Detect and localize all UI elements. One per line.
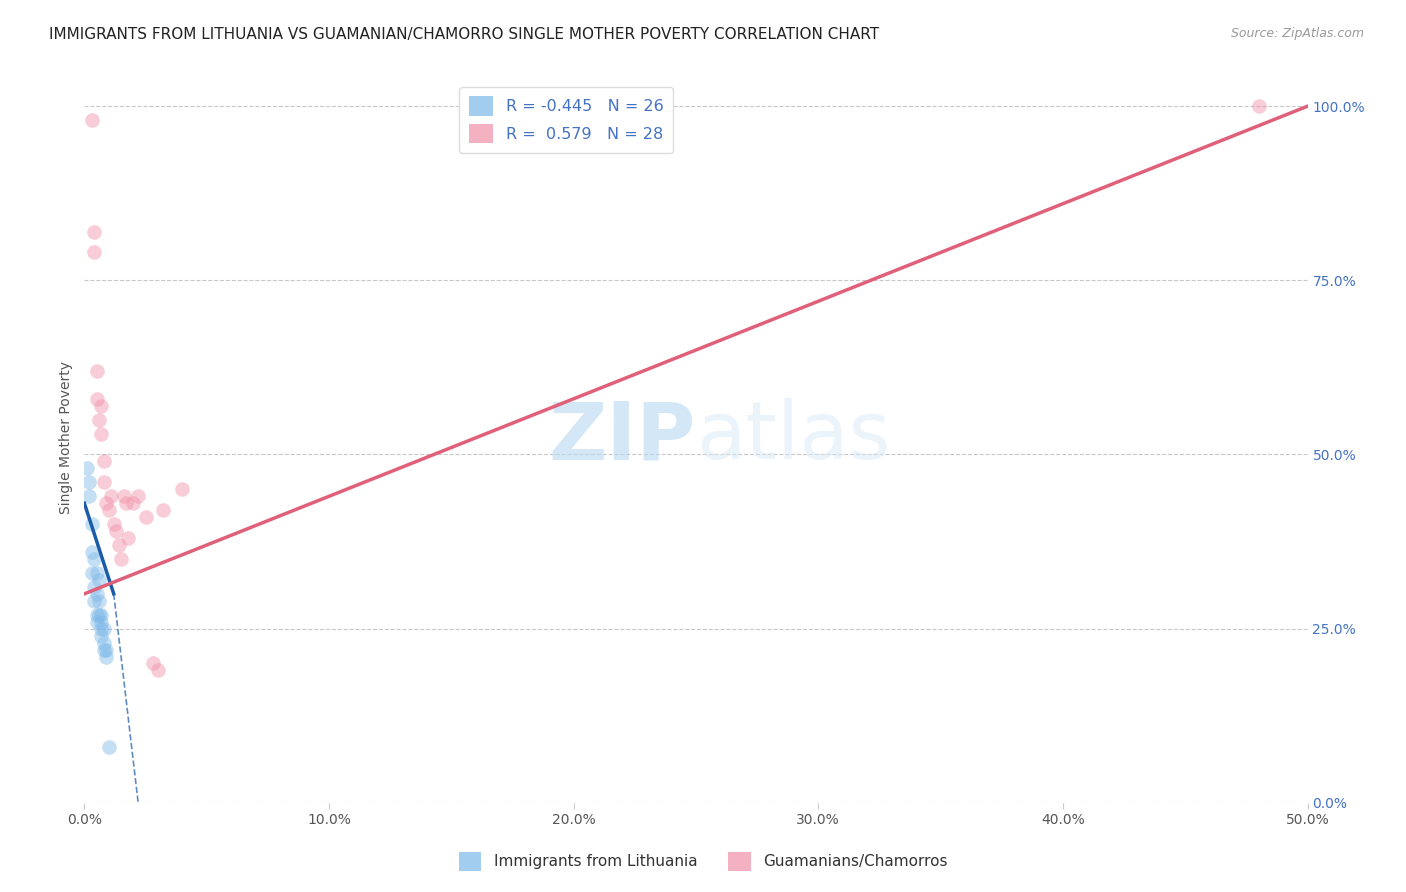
Point [152, 503, 174, 517]
Text: Source: ZipAtlas.com: Source: ZipAtlas.com [1230, 27, 1364, 40]
Point [83, 552, 105, 566]
Point [107, 538, 129, 552]
Point [135, 510, 157, 524]
Point [77, 489, 100, 503]
Point [93, 622, 115, 636]
Point [1247, 99, 1270, 113]
Point [93, 635, 115, 649]
Legend: Immigrants from Lithuania, Guamanians/Chamorros: Immigrants from Lithuania, Guamanians/Ch… [450, 843, 956, 880]
Point [80, 517, 103, 532]
Point [80, 545, 103, 559]
Point [112, 489, 135, 503]
Point [87, 412, 110, 426]
Point [105, 524, 128, 538]
Point [97, 503, 120, 517]
Point [117, 531, 139, 545]
Point [96, 649, 118, 664]
Point [172, 483, 194, 497]
Text: ZIP: ZIP [548, 398, 696, 476]
Point [90, 399, 112, 413]
Point [97, 740, 120, 755]
Point [90, 629, 112, 643]
Point [90, 607, 112, 622]
Point [83, 594, 105, 608]
Point [83, 580, 105, 594]
Point [110, 552, 132, 566]
Point [93, 642, 115, 657]
Point [86, 364, 108, 378]
Point [87, 607, 110, 622]
Point [83, 245, 105, 260]
Point [90, 622, 112, 636]
Y-axis label: Single Mother Poverty: Single Mother Poverty [59, 360, 73, 514]
Point [90, 426, 112, 441]
Point [86, 392, 108, 406]
Point [86, 566, 108, 580]
Point [76, 461, 98, 475]
Point [77, 475, 100, 490]
Point [87, 573, 110, 587]
Point [96, 642, 118, 657]
Point [86, 587, 108, 601]
Point [103, 517, 125, 532]
Point [83, 225, 105, 239]
Point [115, 496, 138, 510]
Point [90, 615, 112, 629]
Point [93, 475, 115, 490]
Legend: R = -0.445   N = 26, R =  0.579   N = 28: R = -0.445 N = 26, R = 0.579 N = 28 [460, 87, 673, 153]
Point [127, 489, 149, 503]
Point [87, 594, 110, 608]
Point [93, 454, 115, 468]
Point [146, 664, 169, 678]
Text: IMMIGRANTS FROM LITHUANIA VS GUAMANIAN/CHAMORRO SINGLE MOTHER POVERTY CORRELATIO: IMMIGRANTS FROM LITHUANIA VS GUAMANIAN/C… [49, 27, 879, 42]
Point [86, 607, 108, 622]
Point [142, 657, 165, 671]
Point [96, 496, 118, 510]
Point [80, 566, 103, 580]
Point [122, 496, 145, 510]
Text: atlas: atlas [696, 398, 890, 476]
Point [86, 615, 108, 629]
Point [80, 113, 103, 128]
Point [100, 489, 122, 503]
